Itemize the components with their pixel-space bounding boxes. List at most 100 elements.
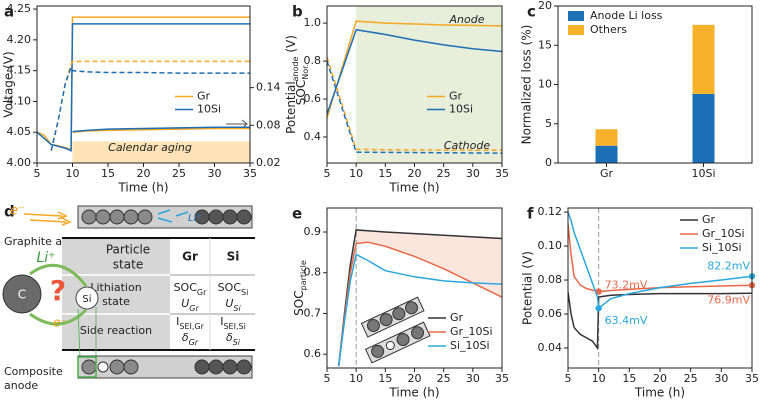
- y-tick-label: 5: [545, 117, 552, 130]
- table-header: Si: [227, 250, 240, 264]
- x-tick-label: 15: [378, 372, 392, 385]
- legend-label: Gr_10Si: [450, 325, 493, 338]
- y-tick-label: 0.7: [304, 306, 322, 319]
- series-line: [568, 211, 752, 310]
- y2-tick-label: 0.08: [256, 118, 281, 131]
- row-label: state: [102, 295, 130, 308]
- table-cell: δGr: [182, 331, 199, 347]
- table-cell-part: I: [220, 315, 223, 328]
- chart-panel: a 5 10 15 20 25 30 35 4.00 4.05 4.10 4.15 4.20 4.25 0.…: [2, 2, 301, 194]
- y-tick-label: 0.9: [304, 225, 322, 238]
- legend-label: Gr: [449, 90, 463, 103]
- annotation: Anode: [449, 13, 485, 26]
- x-tick-label: 25: [437, 372, 451, 385]
- table-cell-part: Gr: [189, 304, 199, 313]
- x-tick-label: 35: [495, 167, 509, 180]
- y2-tick-label: 0.14: [256, 81, 281, 94]
- legend-label: Others: [590, 23, 627, 36]
- y-tick-label: 0.6: [304, 92, 322, 105]
- particle-label: C: [18, 288, 26, 302]
- annotation: Calendar aging: [108, 141, 192, 154]
- table-cell-part: U: [225, 297, 233, 310]
- table-cell-part: SOC: [174, 281, 198, 294]
- y2-tick-label: 0.02: [256, 156, 281, 169]
- table-cell-part: Gr: [189, 338, 199, 347]
- x-tick-label: 5: [34, 167, 41, 180]
- bar-segment: [595, 129, 618, 146]
- y-tick-label: 0.4: [304, 130, 322, 143]
- table-cell-part: SEI,Si: [223, 322, 245, 331]
- x-tick-label: 25: [172, 167, 186, 180]
- legend-label: Gr_10Si: [702, 227, 745, 240]
- y-axis-label: Normalized loss (%): [520, 25, 534, 145]
- plot-frame: [567, 207, 753, 369]
- legend-label: 10Si: [197, 103, 221, 116]
- x-tick-label: 15: [622, 372, 636, 385]
- legend-label: Si_10Si: [450, 339, 490, 352]
- graphite-particles: [81, 209, 252, 225]
- legend-label: 10Si: [449, 103, 473, 116]
- electron-label: e⁻: [53, 316, 67, 330]
- y-tick-label: 0.6: [304, 347, 322, 360]
- x-tick-label: 30: [466, 372, 480, 385]
- composite-label: anode: [4, 379, 38, 392]
- y-tick-label: 0: [545, 156, 552, 169]
- y-tick-label: 1.0: [304, 16, 322, 29]
- shaded-span: [356, 6, 502, 163]
- question-mark: ?: [50, 274, 66, 307]
- chart-panel: b 5 10 15 20 25 30 35 0.4 0.6 0.8 1.0 Time (h) SOCNor…: [292, 3, 509, 195]
- composite-particles: [81, 359, 252, 375]
- table-cell-part: Si: [233, 338, 241, 347]
- panel-label: e: [292, 205, 302, 223]
- legend-swatch: [568, 25, 584, 35]
- y-axis-label: SOCNor.: [294, 64, 311, 105]
- li-label: Li⁺: [36, 250, 55, 266]
- x-tick-label: 20: [137, 167, 151, 180]
- y-tick-label: 0.08: [538, 273, 563, 286]
- x-tick-label: 10: [592, 372, 606, 385]
- x-tick-label: 20: [653, 372, 667, 385]
- plot-frame: [557, 5, 753, 164]
- row-label: Lithiation: [90, 281, 141, 294]
- x-axis-label: Time (h): [388, 181, 439, 195]
- legend-swatch: [568, 11, 584, 21]
- data-point: [595, 305, 602, 312]
- table-cell: UGr: [181, 297, 199, 313]
- y-axis-label-part: SOC: [292, 290, 306, 315]
- y-tick-label: 20: [538, 0, 552, 12]
- x-tick-label: 20: [408, 167, 422, 180]
- y-tick-label: 4.10: [7, 94, 32, 107]
- series-line: [327, 60, 502, 154]
- chart-panel: e 5 10 15 20 25 30 35 0.6 0.7 0.8 0.9 Time (h) SOCpar…: [292, 205, 510, 400]
- x-axis-label: Time (h): [634, 386, 685, 400]
- y-tick-label: 4.05: [7, 125, 32, 138]
- legend-label: Anode Li loss: [590, 9, 663, 22]
- y-tick-label: 0.06: [538, 307, 563, 320]
- series-line: [72, 126, 250, 133]
- composite-label: Composite: [4, 365, 63, 378]
- bar-segment: [692, 24, 715, 94]
- x-tick-label: 30: [466, 167, 480, 180]
- x-tick-label: 35: [745, 372, 759, 385]
- y-axis-label: SOCparticle: [292, 260, 309, 316]
- legend-label: Gr: [702, 213, 716, 226]
- series-line: [327, 57, 502, 152]
- e-path: [29, 308, 88, 326]
- panel-label: f: [527, 205, 534, 223]
- table-cell-part: δ: [226, 331, 233, 344]
- x-tick-label: 15: [378, 167, 392, 180]
- value-label: 63.4mV: [605, 314, 648, 327]
- y-tick-label: 0.10: [538, 239, 563, 252]
- series-line: [50, 65, 250, 151]
- legend-label: Gr: [450, 311, 464, 324]
- li-path: [29, 264, 88, 287]
- y-axis-label-part: particle: [299, 260, 308, 290]
- x-tick-label: 5: [324, 372, 331, 385]
- y-tick-label: 4.15: [7, 64, 32, 77]
- x-axis-label: Time (h): [117, 181, 168, 195]
- series-line: [327, 28, 502, 115]
- x-tick-label: 10Si: [691, 167, 715, 180]
- gap-fill: [356, 229, 502, 298]
- graphite-particle: [2, 274, 42, 314]
